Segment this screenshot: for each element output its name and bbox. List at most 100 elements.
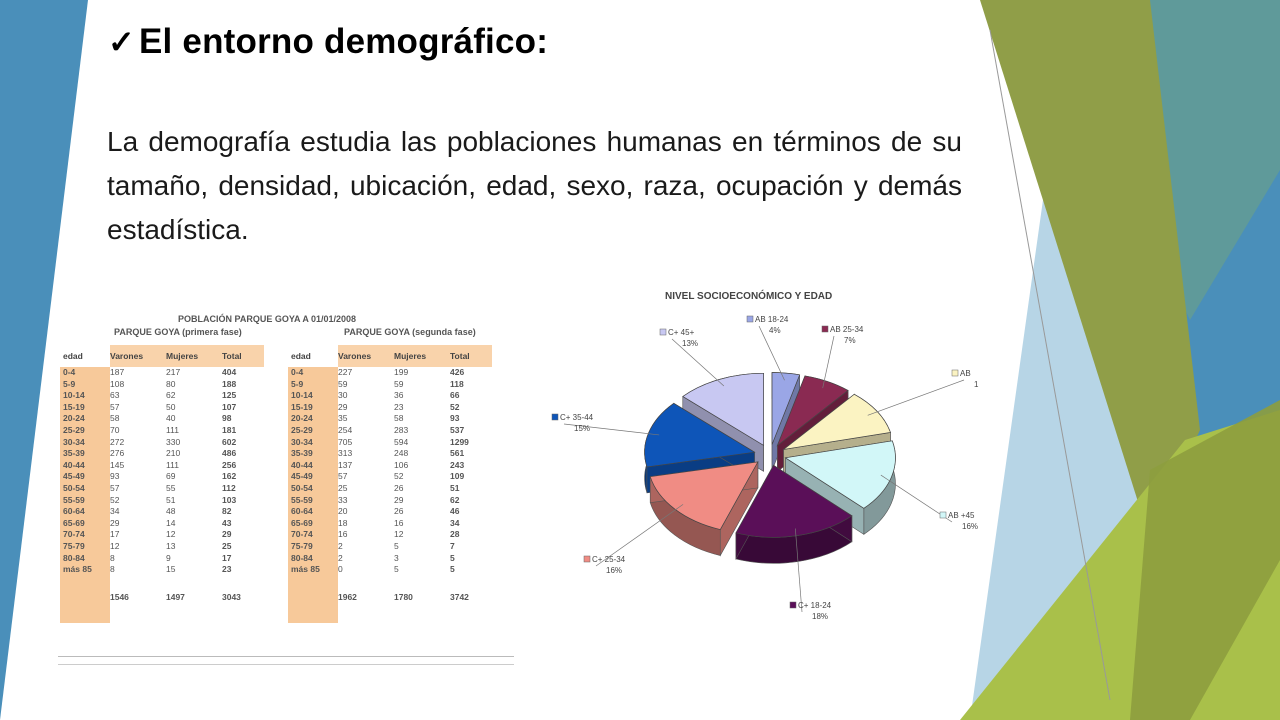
table-cell: 594 — [394, 436, 409, 447]
table-cell: 69 — [166, 471, 176, 482]
slice-label: AB 25-34 — [830, 325, 864, 334]
table-cell: 15-19 — [63, 401, 85, 412]
table-cell: 55-59 — [291, 494, 313, 505]
table-cell: 59 — [338, 378, 348, 389]
table-total-cell — [288, 592, 338, 602]
table-cell: 5 — [450, 564, 455, 575]
right-table: edad Varones Mujeres Total 0-4 227 199 426 5-9 5… — [288, 345, 492, 623]
left-table: edad Varones Mujeres Total 0-4 187 217 404 5-9 1… — [60, 345, 264, 623]
table-cell: 5 — [450, 552, 455, 563]
table-cell: 35-39 — [63, 448, 85, 459]
table-row: 40-44 145 111 256 — [60, 460, 264, 472]
table-cell: 8 — [110, 564, 115, 575]
legend-swatch — [939, 511, 947, 519]
decor-line — [989, 29, 1111, 701]
table-cell: 0-4 — [63, 367, 76, 377]
table-row: 60-64 34 48 82 — [60, 506, 264, 518]
leader-line — [867, 379, 965, 416]
table-total-cell — [60, 592, 110, 602]
table-cell: 486 — [222, 448, 237, 459]
table-cell: 0-4 — [291, 367, 304, 377]
table-cell: 0 — [338, 564, 343, 575]
table-cell: 23 — [222, 564, 232, 575]
slide-heading: ✓ El entorno demográfico: — [108, 22, 548, 62]
table-cell: 537 — [450, 424, 465, 435]
table-header-cell: Varones — [110, 351, 144, 361]
table-cell: 50-54 — [63, 482, 85, 493]
table-cell: 243 — [450, 459, 465, 470]
table-cell: 227 — [338, 367, 353, 377]
table-cell: 187 — [110, 367, 125, 377]
table-cell: 188 — [222, 378, 237, 389]
table-cell: 20 — [338, 506, 348, 517]
table-cell: 50 — [166, 401, 176, 412]
left-table-subtitle: PARQUE GOYA (primera fase) — [114, 327, 242, 337]
table-total-cell: 1546 — [110, 592, 129, 602]
table-cell: 70 — [110, 424, 120, 435]
table-cell: 12 — [394, 529, 404, 540]
table-cell: 34 — [450, 517, 460, 528]
table-cell: 5-9 — [63, 378, 76, 389]
table-cell: 45-49 — [63, 471, 85, 482]
table-cell: 28 — [450, 529, 460, 540]
table-cell: 82 — [222, 506, 232, 517]
table-cell: 30-34 — [291, 436, 313, 447]
table-cell: 55-59 — [63, 494, 85, 505]
slice-label: AB — [960, 369, 971, 378]
table-cell: 5 — [394, 564, 399, 575]
table-cell: 7 — [450, 540, 455, 551]
table-cell: 15 — [166, 564, 176, 575]
table-row: 30-34 272 330 602 — [60, 437, 264, 449]
table-cell: 13 — [166, 540, 176, 551]
table-cell: 705 — [338, 436, 353, 447]
table-row: 20-24 58 40 98 — [60, 413, 264, 425]
table-cell: 5-9 — [291, 378, 304, 389]
table-cell: 29 — [338, 401, 348, 412]
table-cell: 10-14 — [63, 390, 85, 401]
table-cell: 58 — [110, 413, 120, 424]
table-row: 60-64 20 26 46 — [288, 506, 492, 518]
slice-label: AB 18-24 — [755, 315, 789, 324]
table-row: 5-9 108 80 188 — [60, 379, 264, 391]
table-cell: 75-79 — [291, 540, 313, 551]
table-cell: 70-74 — [291, 529, 313, 540]
table-cell: 16 — [338, 529, 348, 540]
table-cell: 17 — [110, 529, 120, 540]
table-total-cell: 1780 — [394, 592, 413, 602]
table-cell: 40 — [166, 413, 176, 424]
table-cell: 35-39 — [291, 448, 313, 459]
table-cell: 8 — [110, 552, 115, 563]
table-cell: 62 — [450, 494, 460, 505]
table-total-cell: 1962 — [338, 592, 357, 602]
right-table-totals: 1962 1780 3742 — [288, 592, 492, 602]
table-cell: 25 — [222, 540, 232, 551]
population-table-image: POBLACIÓN PARQUE GOYA A 01/01/2008 PARQU… — [58, 308, 514, 668]
leader-line — [758, 325, 785, 381]
table-cell: 35 — [338, 413, 348, 424]
table-total-cell: 1497 — [166, 592, 185, 602]
table-header-cell: Varones — [338, 351, 372, 361]
table-cell: 12 — [110, 540, 120, 551]
table-row: 80-84 8 9 17 — [60, 553, 264, 565]
table-cell: más 85 — [291, 564, 320, 575]
table-cell: 108 — [110, 378, 125, 389]
table-cell: 36 — [394, 390, 404, 401]
table-cell: 60-64 — [291, 506, 313, 517]
table-cell: 80 — [166, 378, 176, 389]
slice-label: C+ 45+ — [668, 328, 695, 337]
check-icon: ✓ — [108, 24, 136, 60]
table-cell: 93 — [450, 413, 460, 424]
table-cell: 62 — [166, 390, 176, 401]
table-cell: 51 — [166, 494, 176, 505]
table-cell: 404 — [222, 367, 237, 377]
table-row: 25-29 70 111 181 — [60, 425, 264, 437]
table-cell: 256 — [222, 459, 237, 470]
table-cell: 248 — [394, 448, 409, 459]
table-cell: 18 — [338, 517, 348, 528]
table-cell: 9 — [166, 552, 171, 563]
right-table-subtitle: PARQUE GOYA (segunda fase) — [344, 327, 476, 337]
table-header-cell: Total — [450, 351, 470, 361]
table-cell: 75-79 — [63, 540, 85, 551]
table-cell: 20-24 — [63, 413, 85, 424]
table-cell: 66 — [450, 390, 460, 401]
